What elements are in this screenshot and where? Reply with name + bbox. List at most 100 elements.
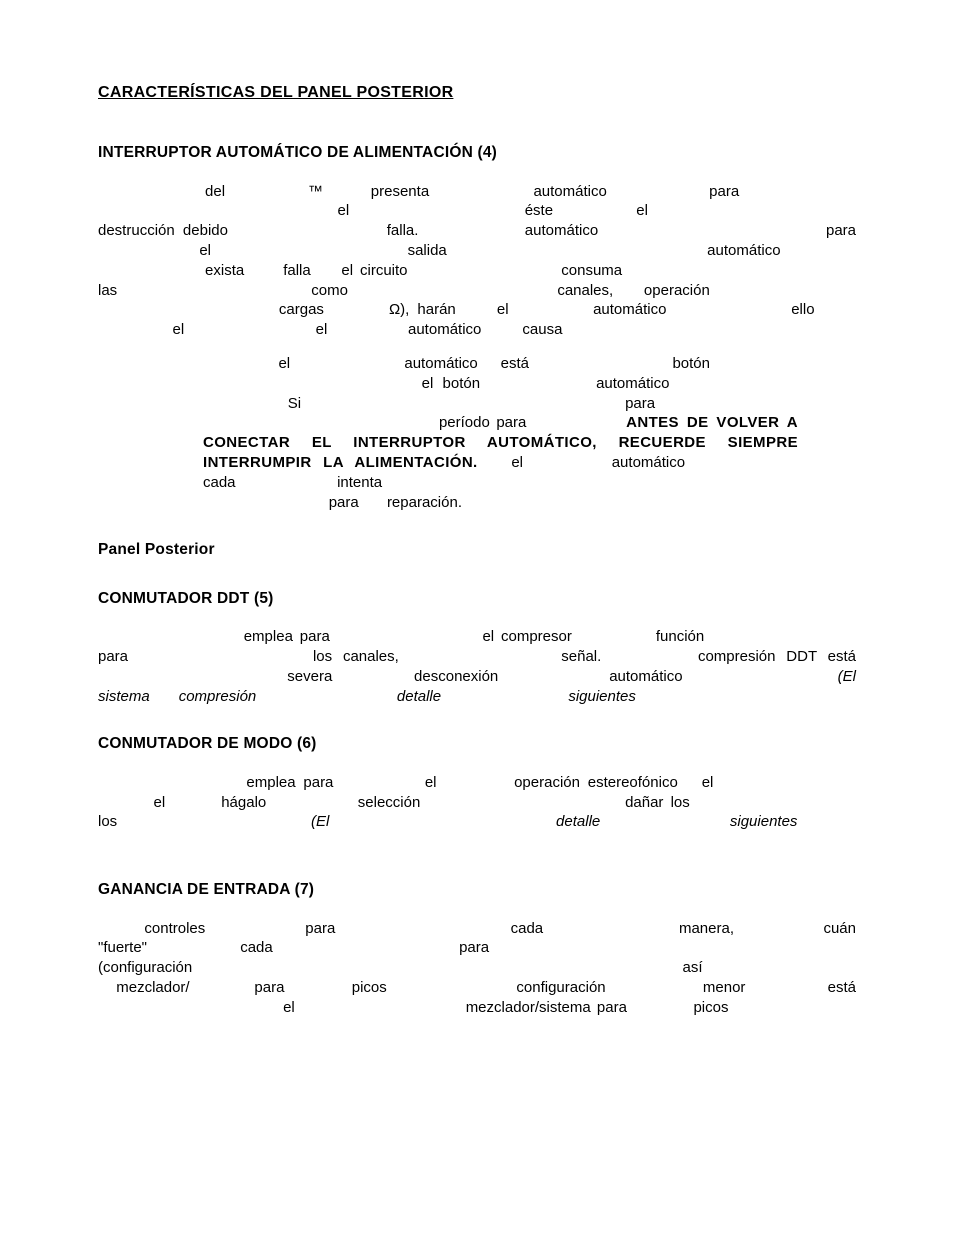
- hidden-text: Este conmutador se: [98, 628, 244, 645]
- hidden-text: de este manual).: [636, 688, 758, 705]
- hidden-text: funcionará: [147, 939, 240, 956]
- hidden-text: modelo CS: [225, 183, 308, 200]
- hidden-text: El interruptor: [418, 222, 524, 239]
- hidden-text: en: [311, 262, 342, 279]
- hidden-text: su: [359, 494, 387, 511]
- visible-text: el: [425, 774, 437, 791]
- hidden-text: de dos: [324, 301, 389, 318]
- visible-text: el: [173, 321, 185, 338]
- visible-text: está: [828, 979, 856, 996]
- hidden-text: interruptor: [327, 321, 408, 338]
- hidden-text: una: [244, 262, 283, 279]
- visible-text: causa: [522, 321, 562, 338]
- visible-text: así: [683, 959, 703, 976]
- hidden-text: de dos polos: [607, 183, 709, 200]
- hidden-text: DDT. Esta: [572, 628, 656, 645]
- visible-text: el compresor: [482, 628, 571, 645]
- hidden-text: El amplificador: [98, 183, 205, 200]
- visible-text: controles: [144, 920, 205, 937]
- hidden-text: habilitar o inhabilitar: [330, 628, 483, 645]
- visible-text: picos: [693, 999, 728, 1016]
- visible-text: falla.: [387, 222, 419, 239]
- visible-text: botón: [672, 355, 710, 372]
- hidden-text: se dispare. Por: [666, 301, 791, 318]
- hidden-text: si la: [481, 321, 522, 338]
- visible-text: como: [311, 282, 348, 299]
- visible-text: automático: [525, 222, 598, 239]
- visible-text: dañar los: [625, 794, 690, 811]
- visible-text: para: [305, 920, 335, 937]
- visible-text: siguientes: [730, 813, 798, 830]
- visible-text: picos: [352, 979, 387, 996]
- visible-text: ello: [791, 301, 814, 318]
- visible-text: el: [497, 301, 509, 318]
- hidden-text: elevados. Con la: [387, 979, 517, 996]
- hidden-text: determinar: [734, 920, 823, 937]
- hidden-text: altavoces ni abusar de: [690, 794, 856, 811]
- hidden-text: de onda senoidal. Si el interruptor: [447, 242, 707, 259]
- visible-text: las: [98, 282, 117, 299]
- paragraph: Estos controles se emplean para fijar la…: [98, 919, 856, 1018]
- section-heading: INTERRUPTOR AUTOMÁTICO DE ALIMENTACIÓN (…: [98, 143, 856, 163]
- hidden-text: del interruptor: [480, 375, 596, 392]
- document-body: INTERRUPTOR AUTOMÁTICO DE ALIMENTACIÓN (…: [98, 143, 856, 1017]
- hidden-text: fijar la sensibilidad de: [335, 920, 510, 937]
- visible-text: el: [283, 999, 295, 1016]
- hidden-text: interruptor: [523, 454, 612, 471]
- visible-text: operación: [644, 282, 710, 299]
- visible-text: reparación.: [387, 494, 462, 511]
- hidden-text: requiere mucha más corriente: [598, 222, 826, 239]
- page-title: CARACTERÍSTICAS DEL PANEL POSTERIOR: [98, 82, 856, 103]
- visible-text: automático: [707, 242, 780, 259]
- visible-text: compresión: [179, 688, 257, 705]
- hidden-text: de ganancia: [606, 979, 703, 996]
- hidden-text: amplificador requiere a la: [211, 242, 408, 259]
- visible-text: el: [199, 242, 211, 259]
- visible-text: salida: [408, 242, 447, 259]
- hidden-text: interruptor se dispara,: [349, 202, 525, 219]
- hidden-text: seleccionar: [333, 774, 424, 791]
- visible-text: mezclador/: [116, 979, 189, 996]
- hidden-text: de apagado (OFF) para no: [420, 794, 625, 811]
- visible-text: consuma: [561, 262, 622, 279]
- visible-text: el: [278, 355, 290, 372]
- hidden-text: inhabilitada, la sobrecarga: [98, 668, 287, 685]
- visible-text: automático: [609, 668, 682, 685]
- hidden-text: modo de puente se explica en: [329, 813, 556, 830]
- hidden-text: manejar: [627, 999, 694, 1016]
- visible-text: el circuito: [341, 262, 407, 279]
- hidden-text: DDT se explica en: [256, 688, 397, 705]
- visible-text: destrucción debido: [98, 222, 228, 239]
- visible-text: automático está: [404, 355, 529, 372]
- hidden-text: margen máximo que el: [295, 999, 466, 1016]
- hidden-text: un interruptor: [429, 183, 533, 200]
- visible-text: hágalo: [221, 794, 266, 811]
- visible-text: severa: [287, 668, 332, 685]
- visible-text: ™: [308, 183, 323, 200]
- visible-text: para: [709, 183, 739, 200]
- visible-text: emplea para: [246, 774, 333, 791]
- visible-text: automático: [533, 183, 606, 200]
- visible-text: automático: [596, 375, 669, 392]
- section-heading: GANANCIA DE ENTRADA (7): [98, 880, 856, 900]
- hidden-text: enfriamiento.: [526, 414, 626, 431]
- visible-text: desconexión: [414, 668, 498, 685]
- visible-text: manera,: [679, 920, 734, 937]
- visible-text: automático: [408, 321, 481, 338]
- visible-text: éste: [525, 202, 553, 219]
- visible-text: automático: [593, 301, 666, 318]
- visible-text: compresión DDT está: [698, 648, 856, 665]
- visible-text: falla: [283, 262, 311, 279]
- visible-text: el: [636, 202, 648, 219]
- hidden-text: modo de: [437, 774, 515, 791]
- paragraph: Cuando el interruptor automático está de…: [98, 354, 856, 512]
- visible-text: para: [459, 939, 489, 956]
- hidden-text: condiciones de manejo,: [117, 282, 311, 299]
- hidden-text: se desconecta: [685, 454, 798, 471]
- hidden-text: será de 20x. Esto permite: [98, 999, 283, 1016]
- hidden-text: Estos: [98, 920, 144, 937]
- visible-text: para: [329, 494, 359, 511]
- visible-text: Si: [288, 395, 301, 412]
- section-heading: CONMUTADOR DE MODO (6): [98, 734, 856, 754]
- hidden-text: u: [613, 282, 644, 299]
